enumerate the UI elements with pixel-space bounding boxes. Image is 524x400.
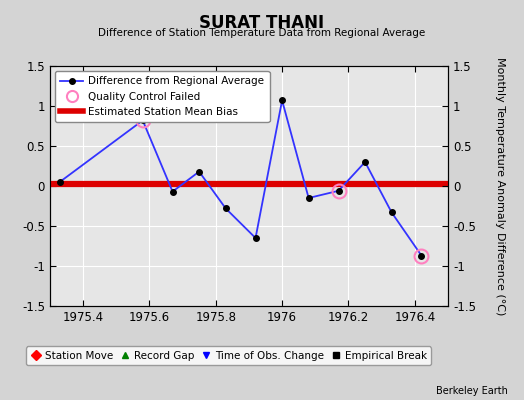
- Legend: Difference from Regional Average, Quality Control Failed, Estimated Station Mean: Difference from Regional Average, Qualit…: [55, 71, 269, 122]
- Legend: Station Move, Record Gap, Time of Obs. Change, Empirical Break: Station Move, Record Gap, Time of Obs. C…: [26, 346, 431, 365]
- Text: Berkeley Earth: Berkeley Earth: [436, 386, 508, 396]
- Y-axis label: Monthly Temperature Anomaly Difference (°C): Monthly Temperature Anomaly Difference (…: [495, 57, 505, 315]
- Text: Difference of Station Temperature Data from Regional Average: Difference of Station Temperature Data f…: [99, 28, 425, 38]
- Text: SURAT THANI: SURAT THANI: [200, 14, 324, 32]
